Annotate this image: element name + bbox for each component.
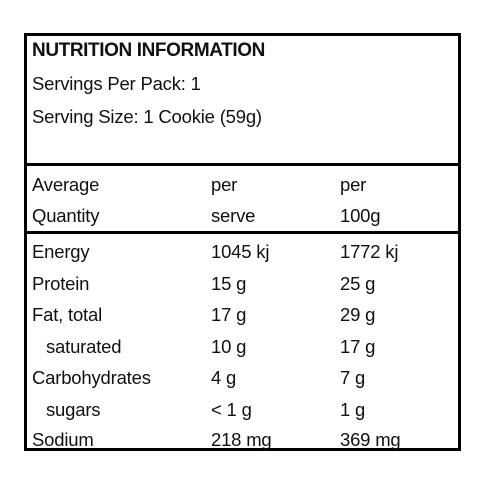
row-serve-sugars: < 1 g [211,399,252,420]
column-100g-per: per [340,174,367,195]
column-label-average: Average [32,174,100,195]
row-per100-protein: 25 g [340,273,376,294]
row-name-energy: Energy [32,241,90,262]
row-name-protein: Protein [32,273,90,294]
row-name-saturated: saturated [46,336,122,357]
row-per100-energy: 1772 kj [340,241,399,262]
column-label-quantity: Quantity [32,205,100,226]
row-per100-saturated: 17 g [340,336,376,357]
column-100g-label: 100g [340,205,381,226]
column-serve-per: per [211,174,238,195]
panel-title: NUTRITION INFORMATION [32,40,265,61]
row-name-sodium: Sodium [32,429,94,450]
servings-per-pack: Servings Per Pack: 1 [32,73,201,94]
serving-size: Serving Size: 1 Cookie (59g) [32,106,262,127]
row-serve-sodium: 218 mg [211,429,272,450]
row-serve-fat-total: 17 g [211,304,247,325]
row-name-fat-total: Fat, total [32,304,102,325]
row-serve-protein: 15 g [211,273,247,294]
row-per100-carbohydrates: 7 g [340,367,366,388]
row-serve-carbohydrates: 4 g [211,367,237,388]
row-per100-sugars: 1 g [340,399,366,420]
row-serve-saturated: 10 g [211,336,247,357]
row-per100-sodium: 369 mg [340,429,401,450]
row-per100-fat-total: 29 g [340,304,376,325]
column-serve-label: serve [211,205,256,226]
row-name-sugars: sugars [46,399,101,420]
row-name-carbohydrates: Carbohydrates [32,367,151,388]
nutrition-panel: NUTRITION INFORMATION Servings Per Pack:… [24,33,461,451]
row-serve-energy: 1045 kj [211,241,270,262]
columns-divider [27,231,458,234]
header-divider [27,163,458,166]
